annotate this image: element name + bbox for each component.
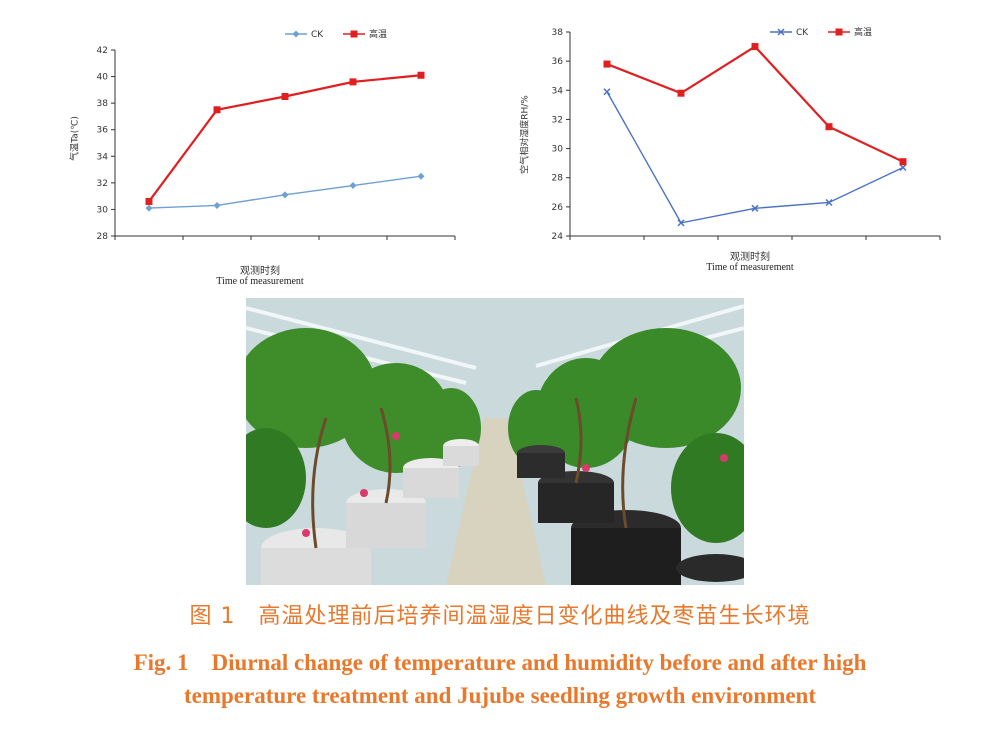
temperature-data-point: [349, 182, 357, 190]
temperature-y-tick-label: 36: [97, 126, 109, 136]
temperature-y-tick-label: 38: [97, 99, 109, 109]
temperature-data-point: [417, 71, 425, 79]
temperature-legend-marker: [292, 30, 300, 38]
humidity-data-point: [677, 89, 685, 97]
temperature-data-point: [145, 197, 153, 205]
figure-caption-zh: 图 1 高温处理前后培养间温湿度日变化曲线及枣苗生长环境: [189, 604, 811, 629]
humidity-data-point: [751, 43, 759, 51]
temperature-data-point: [213, 201, 221, 209]
humidity-data-point: [899, 158, 907, 166]
temperature-legend-label: 高温: [369, 28, 387, 40]
humidity-legend-label: 高温: [854, 26, 872, 38]
humidity-data-point: [677, 219, 685, 227]
humidity-y-tick-label: 38: [552, 28, 564, 38]
temperature-y-tick-label: 40: [97, 73, 109, 83]
humidity-data-point: [603, 60, 611, 68]
temperature-data-point: [417, 172, 425, 180]
seedling-room-photo: [246, 298, 744, 585]
temperature-chart: 28 30 32 34 36 38 40 42 CK 高温: [97, 28, 456, 242]
temperature-y-tick-label: 34: [97, 152, 109, 162]
humidity-data-point: [603, 88, 611, 96]
humidity-x-axis-label-en: Time of measurement: [706, 262, 794, 273]
temperature-y-tick-label: 28: [97, 232, 109, 242]
humidity-y-tick-label: 24: [552, 232, 564, 242]
humidity-legend-marker: [835, 28, 843, 36]
figure-caption-en-line2: temperature treatment and Jujube seedlin…: [183, 683, 817, 708]
humidity-y-tick-label: 32: [552, 115, 563, 125]
humidity-series-line-high-temp: [606, 45, 904, 163]
temperature-y-axis-label: 气温Ta(℃): [70, 116, 81, 161]
temperature-legend-label: CK: [311, 30, 324, 40]
humidity-x-axis-label-zh: 观测时刻: [730, 252, 770, 263]
temperature-data-point: [281, 191, 289, 199]
humidity-y-tick-label: 26: [552, 203, 564, 213]
humidity-data-point: [899, 163, 907, 172]
humidity-data-point: [825, 198, 833, 207]
temperature-x-axis-label-zh: 观测时刻: [240, 266, 280, 277]
humidity-legend-marker: [777, 28, 785, 36]
temperature-data-point: [281, 93, 289, 100]
humidity-y-tick-label: 30: [552, 145, 564, 155]
temperature-data-point: [145, 204, 153, 212]
humidity-series-line-ck: [606, 91, 904, 224]
temperature-legend-marker: [350, 30, 358, 38]
temperature-data-point: [349, 78, 357, 86]
figure-caption-en-line1: Fig. 1 Diurnal change of temperature and…: [133, 650, 867, 675]
humidity-data-point: [825, 123, 833, 131]
humidity-y-axis-label: 空气相对湿度RH/%: [520, 95, 531, 174]
temperature-x-axis-label-en: Time of measurement: [216, 276, 304, 287]
temperature-y-tick-label: 32: [97, 179, 108, 189]
humidity-y-tick-label: 28: [552, 174, 564, 184]
humidity-legend-label: CK: [796, 28, 809, 38]
humidity-y-tick-label: 36: [552, 57, 564, 67]
temperature-data-point: [213, 106, 221, 114]
temperature-y-tick-label: 42: [97, 46, 108, 56]
humidity-data-point: [751, 204, 759, 212]
humidity-chart: 24 26 28 30 32 34 36 38 CK 高温: [552, 26, 941, 242]
temperature-y-tick-label: 30: [97, 205, 109, 215]
humidity-y-tick-label: 34: [552, 86, 564, 96]
